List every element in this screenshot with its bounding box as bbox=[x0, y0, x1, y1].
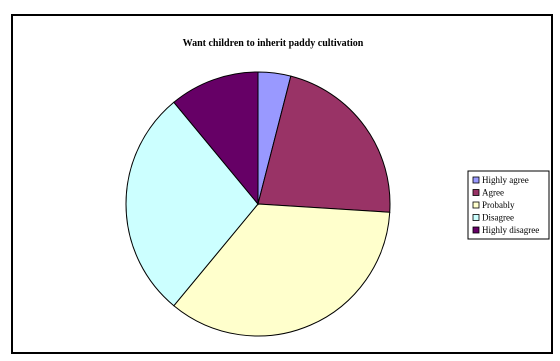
legend: Highly agree Agree Probably Disagree Highly … bbox=[467, 170, 550, 240]
legend-label: Agree bbox=[482, 188, 504, 198]
legend-swatch bbox=[472, 201, 480, 209]
legend-items: Highly agree Agree Probably Disagree Highly … bbox=[472, 175, 539, 235]
legend-label: Highly disagree bbox=[482, 225, 539, 235]
legend-swatch bbox=[472, 176, 480, 184]
legend-swatch bbox=[472, 189, 480, 196]
pie-slice-disagree bbox=[125, 101, 259, 307]
legend-label: Probably bbox=[482, 200, 515, 210]
chart-area: Want children to inherit paddy cultivati… bbox=[11, 14, 553, 354]
legend-swatch bbox=[472, 214, 480, 221]
pie-slice-highly-disagree bbox=[173, 71, 259, 206]
legend-swatch bbox=[472, 226, 480, 234]
chart-title: Want children to inherit paddy cultivati… bbox=[183, 38, 364, 49]
pie-slice-probably bbox=[173, 203, 391, 337]
pie-chart: Want children to inherit paddy cultivati… bbox=[125, 38, 550, 337]
pie-slices bbox=[125, 71, 391, 337]
legend-label: Highly agree bbox=[482, 175, 529, 185]
legend-label: Disagree bbox=[482, 213, 514, 223]
pie-slice-agree bbox=[257, 75, 391, 213]
legend-box bbox=[467, 170, 550, 240]
